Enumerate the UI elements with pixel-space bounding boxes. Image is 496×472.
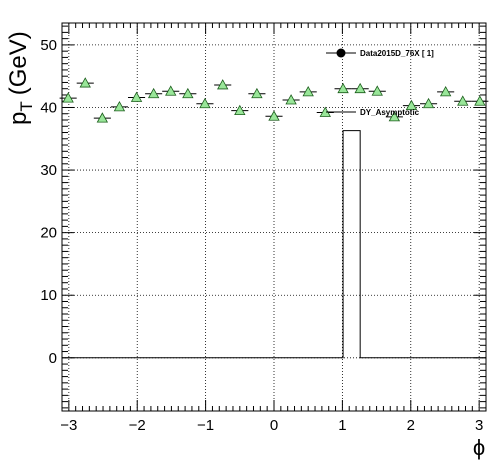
y-tick-label: 10 — [40, 287, 57, 304]
data-point — [96, 112, 109, 123]
data-point — [371, 85, 383, 96]
y-tick-label: 40 — [40, 99, 57, 116]
legend-data-marker — [336, 48, 346, 58]
data-point — [388, 111, 401, 122]
data-point — [234, 104, 246, 116]
y-axis-subscript: T — [17, 101, 36, 111]
data-point — [130, 91, 143, 102]
legend: Data2015D_76X [ 1] DY_Asymptotic — [326, 48, 434, 117]
data-point — [182, 87, 194, 99]
data-point — [285, 94, 297, 105]
y-tick-label: 0 — [49, 350, 57, 367]
grid — [62, 23, 486, 411]
legend-data-label: Data2015D_76X [ 1] — [360, 49, 434, 58]
y-axis-title: pT (GeV) — [5, 31, 36, 125]
data-point — [268, 110, 280, 121]
data-point — [302, 86, 314, 97]
x-tick-label: 3 — [475, 417, 483, 434]
data-point — [337, 82, 349, 94]
data-point — [199, 97, 211, 109]
x-axis-title: ϕ — [473, 435, 485, 460]
y-axis-unit: (GeV) — [5, 31, 32, 95]
data-point — [457, 95, 469, 106]
data-point — [165, 85, 177, 96]
data-point — [113, 101, 126, 112]
data-point — [439, 86, 452, 97]
x-tick-label: −1 — [197, 417, 214, 434]
y-tick-label: 30 — [40, 162, 57, 179]
y-tick-label: 20 — [40, 225, 57, 242]
data-point — [354, 82, 366, 94]
legend-dy-label: DY_Asymptotic — [360, 108, 420, 117]
data-point — [422, 97, 435, 109]
y-axis-label: p — [5, 112, 32, 125]
data-point — [62, 92, 74, 103]
ticks — [61, 23, 487, 411]
data-point — [217, 79, 229, 90]
x-tick-label: −2 — [129, 417, 146, 434]
x-tick-label: −3 — [60, 417, 77, 434]
x-tick-label: 2 — [407, 417, 415, 434]
histogram-step — [62, 130, 486, 359]
plot-frame — [61, 22, 487, 412]
data-point — [405, 99, 418, 111]
data-point — [147, 87, 160, 99]
data-point — [251, 87, 263, 99]
x-tick-label: 0 — [270, 417, 278, 434]
x-tick-label: 1 — [338, 417, 346, 434]
y-tick-label: 50 — [40, 37, 57, 54]
data-marks — [59, 77, 489, 359]
data-point — [474, 95, 486, 106]
data-point — [79, 77, 91, 88]
